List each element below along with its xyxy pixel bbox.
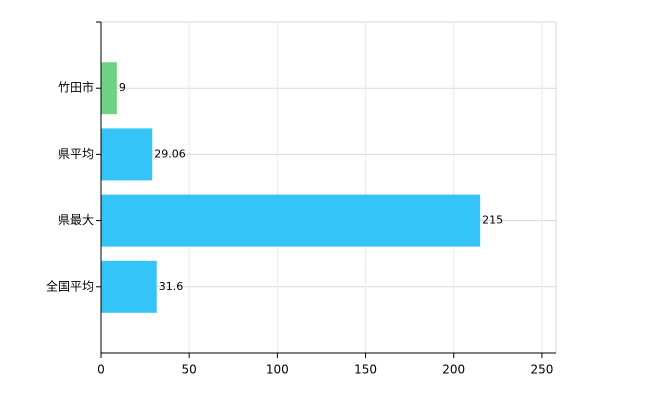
bar xyxy=(101,128,153,181)
x-tick-label: 200 xyxy=(442,363,465,377)
value-label: 215 xyxy=(482,214,503,227)
bar xyxy=(101,194,481,247)
y-tick-label: 全国平均 xyxy=(46,278,94,293)
x-tick-label: 100 xyxy=(266,363,289,377)
bar xyxy=(101,62,117,115)
value-label: 31.6 xyxy=(159,280,184,293)
value-label: 29.06 xyxy=(154,147,186,160)
x-tick-label: 0 xyxy=(97,363,105,377)
x-tick-label: 150 xyxy=(354,363,377,377)
y-tick-label: 竹田市 xyxy=(58,80,94,95)
x-tick-label: 50 xyxy=(182,363,197,377)
y-tick-label: 県平均 xyxy=(58,147,94,161)
value-label: 9 xyxy=(119,81,126,94)
bar xyxy=(101,260,157,313)
x-tick-label: 250 xyxy=(530,363,553,377)
y-tick-label: 県最大 xyxy=(58,213,94,227)
